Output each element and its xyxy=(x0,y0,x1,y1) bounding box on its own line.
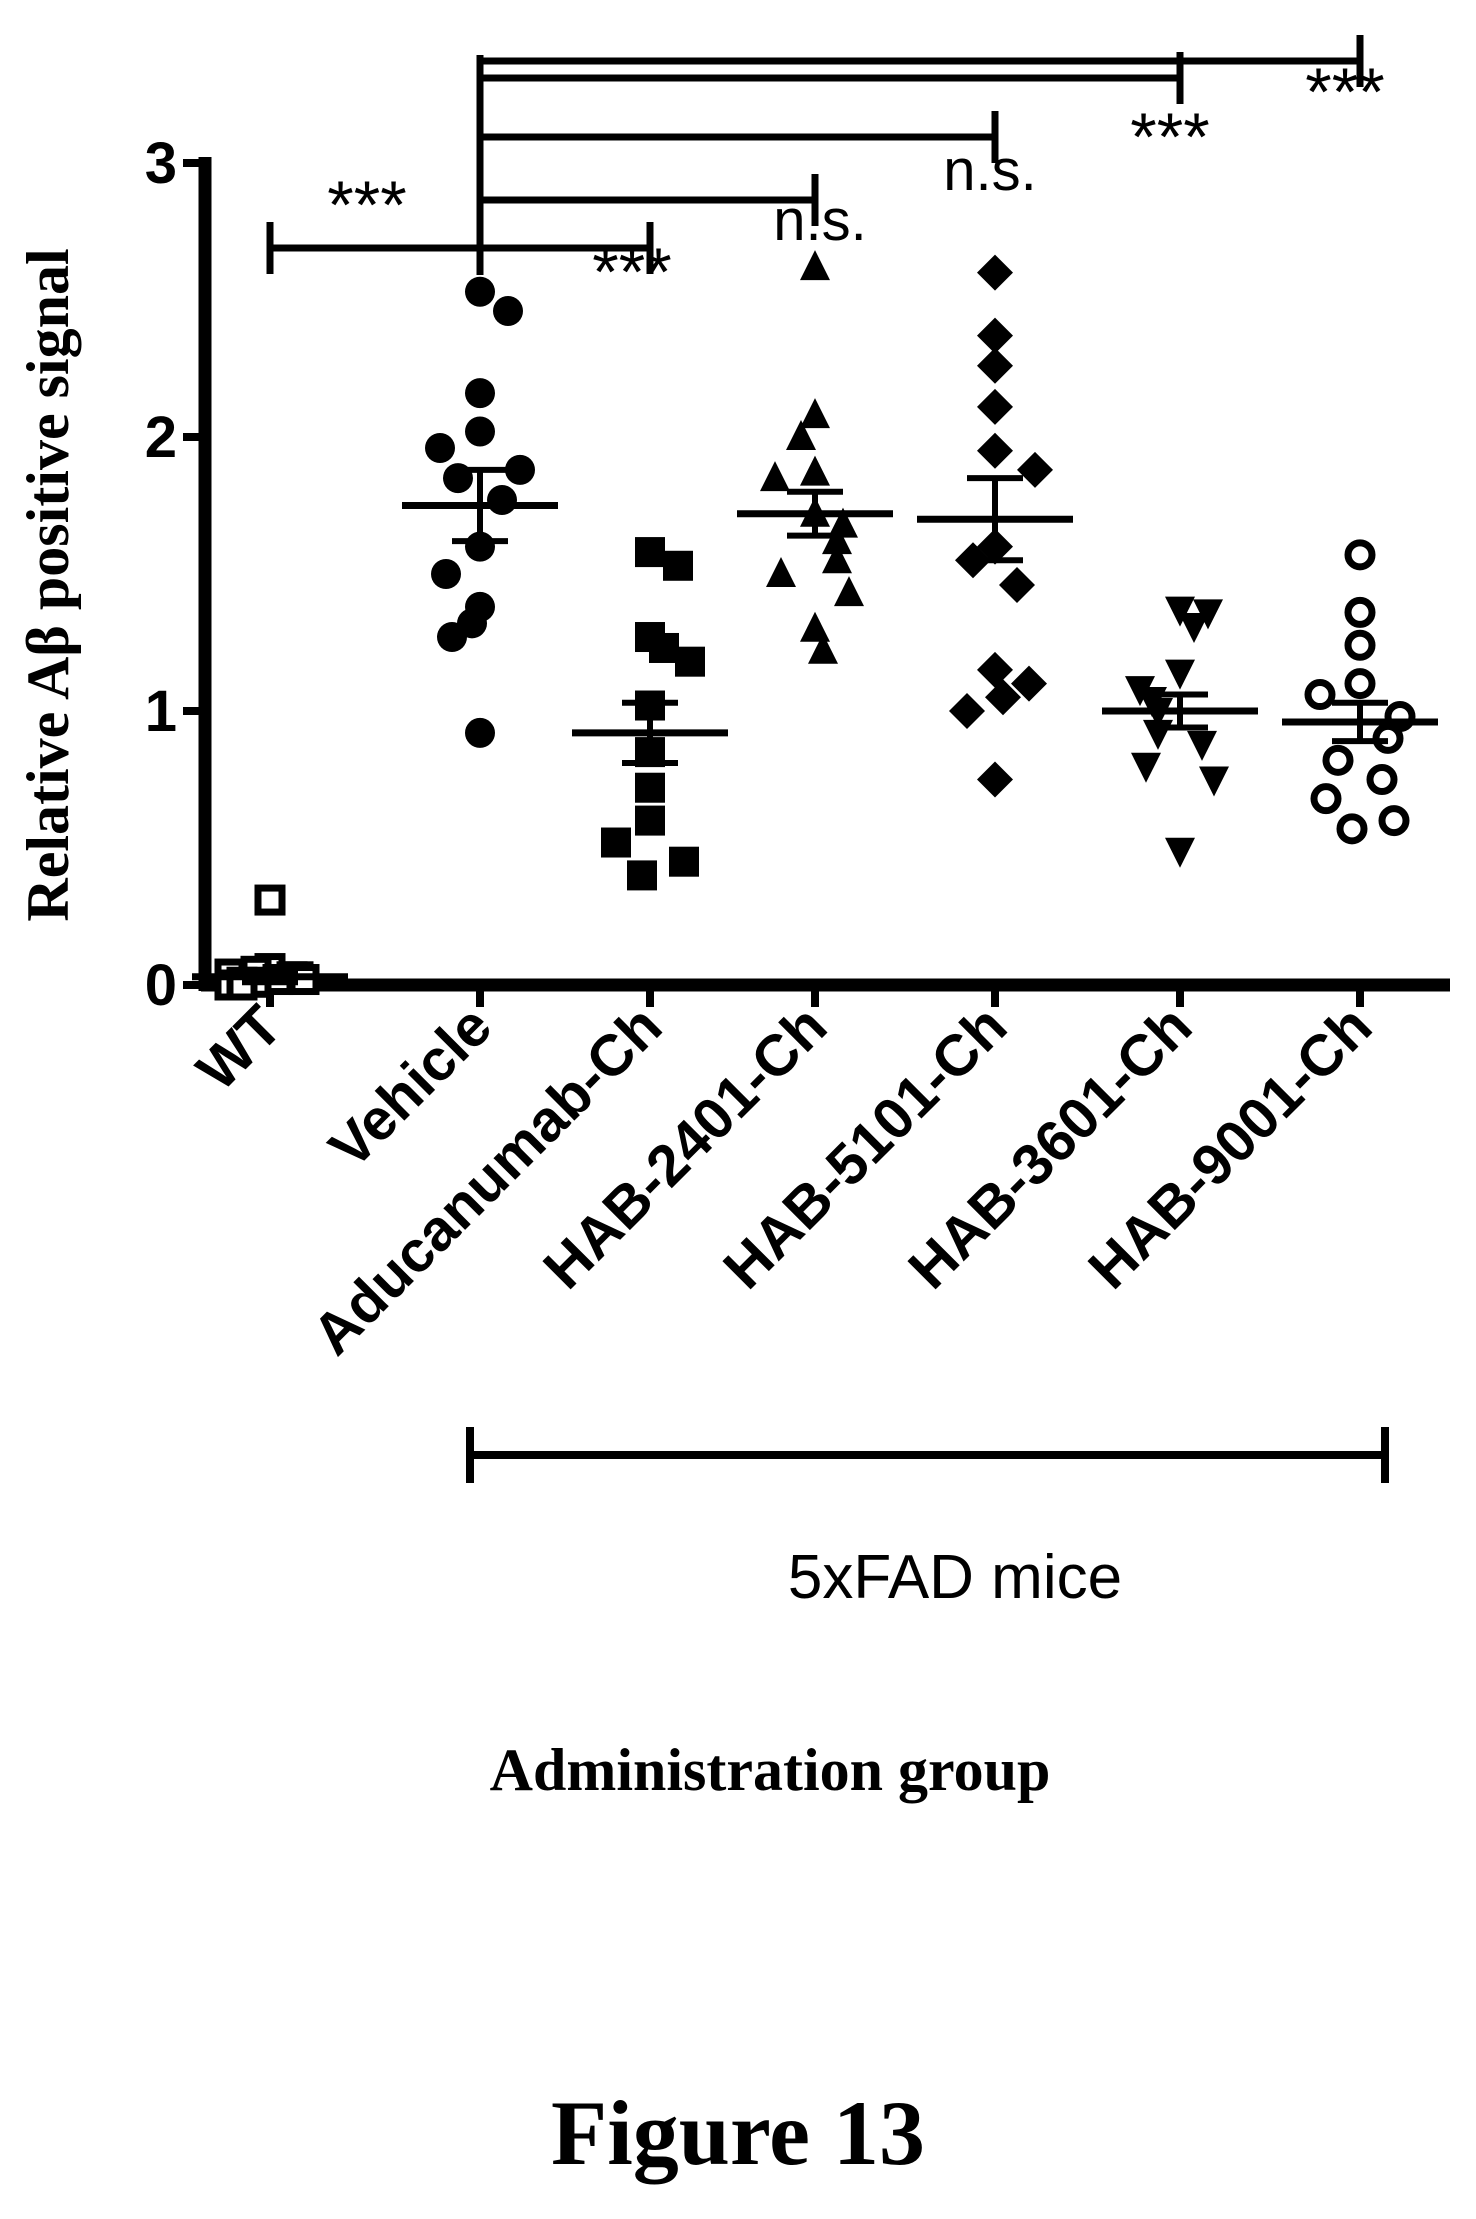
data-point xyxy=(766,557,796,587)
y-tick-label: 2 xyxy=(145,405,177,470)
data-point xyxy=(786,420,816,450)
data-point xyxy=(834,576,864,607)
data-point xyxy=(1336,813,1368,845)
data-point xyxy=(1344,596,1376,628)
data-point xyxy=(493,295,523,326)
data-point xyxy=(1011,665,1047,702)
data-point xyxy=(663,550,693,581)
data-point xyxy=(1165,659,1195,690)
data-point xyxy=(1304,679,1336,711)
data-point xyxy=(1179,613,1209,644)
data-point xyxy=(487,485,517,516)
data-point xyxy=(1131,752,1161,783)
y-tick-label: 3 xyxy=(145,131,177,196)
data-point xyxy=(977,347,1013,384)
significance-label: *** xyxy=(327,167,406,243)
data-point xyxy=(977,388,1013,425)
data-point xyxy=(254,884,286,916)
group-bracket-label: 5xFAD mice xyxy=(788,1543,1122,1612)
x-tick-label: WT xyxy=(184,993,294,1103)
data-point xyxy=(1165,837,1195,868)
data-point xyxy=(635,805,665,836)
data-point xyxy=(1165,596,1195,627)
data-point xyxy=(635,772,665,803)
y-tick-label: 1 xyxy=(145,679,177,744)
data-point xyxy=(1344,668,1376,700)
data-point xyxy=(977,317,1013,354)
data-point xyxy=(465,717,495,748)
data-point xyxy=(808,633,838,664)
data-point xyxy=(1344,629,1376,661)
data-point xyxy=(977,651,1013,688)
data-point xyxy=(977,761,1013,798)
data-point xyxy=(1017,451,1053,488)
data-point xyxy=(977,432,1013,469)
data-point xyxy=(800,611,830,642)
data-point xyxy=(985,679,1021,716)
group-bracket: 5xFAD mice xyxy=(466,1427,1389,1612)
data-point xyxy=(437,622,467,653)
significance-label: *** xyxy=(1305,54,1384,130)
data-point xyxy=(949,693,985,729)
axes: 0 1 2 3 xyxy=(145,131,1450,1018)
data-point xyxy=(1344,539,1376,571)
data-point xyxy=(760,461,790,492)
data-point xyxy=(627,860,657,891)
data-points xyxy=(214,250,1416,1001)
data-point xyxy=(1378,805,1410,837)
data-point xyxy=(1322,744,1354,776)
data-point xyxy=(649,632,679,663)
data-point xyxy=(1143,719,1173,750)
data-point xyxy=(1199,766,1229,797)
y-tick-label: 0 xyxy=(145,953,177,1018)
data-point xyxy=(800,455,830,486)
data-point xyxy=(675,646,705,677)
data-point xyxy=(635,537,665,568)
data-point xyxy=(800,250,830,281)
data-point xyxy=(822,543,852,574)
figure-caption: Figure 13 xyxy=(551,2082,925,2184)
data-point xyxy=(431,559,461,589)
data-point xyxy=(999,566,1035,603)
data-point xyxy=(425,432,455,463)
data-point xyxy=(1187,730,1217,761)
significance-label: *** xyxy=(592,234,671,310)
x-tick-labels: WT VehicleAducanumab-ChHAB-2401-ChHAB-510… xyxy=(184,993,1384,1367)
data-point xyxy=(465,416,495,447)
data-point xyxy=(800,398,830,429)
data-point xyxy=(465,378,495,409)
significance-label: n.s. xyxy=(773,188,867,253)
data-point xyxy=(505,454,535,485)
significance-label: n.s. xyxy=(943,138,1037,203)
data-point xyxy=(465,276,495,307)
significance-label: *** xyxy=(1130,99,1209,175)
data-point xyxy=(1310,783,1342,815)
x-axis-label: Administration group xyxy=(490,1737,1051,1803)
mean-sem-bars xyxy=(192,466,1438,986)
data-point xyxy=(601,827,631,858)
data-point xyxy=(977,254,1013,291)
data-point xyxy=(669,846,699,877)
comparison-brackets: *** *** n.s. n.s. *** *** xyxy=(266,35,1385,310)
data-point xyxy=(822,524,852,555)
y-axis-label: Relative Aβ positive signal xyxy=(15,248,81,921)
data-point xyxy=(1366,764,1398,795)
